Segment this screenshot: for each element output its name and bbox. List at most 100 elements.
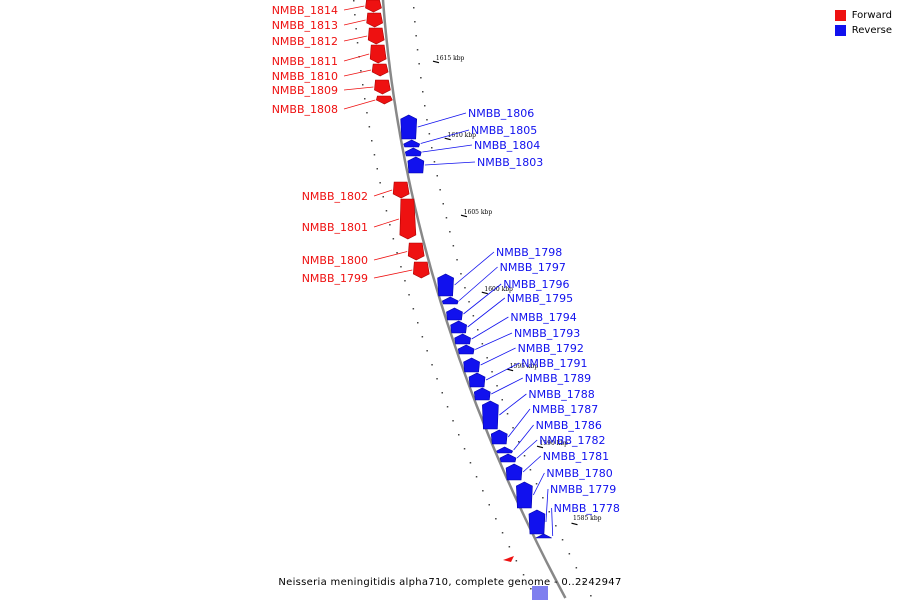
forward-gene-block bbox=[366, 12, 383, 28]
reverse-gene-label: NMBB_1796 bbox=[503, 278, 569, 291]
forward-gene-leader bbox=[373, 189, 393, 197]
reverse-gene-leader bbox=[475, 332, 513, 350]
forward-gene-block bbox=[365, 0, 382, 13]
forward-gene-label: NMBB_1814 bbox=[272, 4, 338, 17]
reverse-gene-leader bbox=[463, 283, 502, 315]
outer-track-dot bbox=[472, 315, 475, 317]
forward-gene-block bbox=[392, 181, 410, 199]
forward-gene-block bbox=[371, 63, 389, 77]
outer-track-dot bbox=[452, 245, 455, 247]
outer-track-dot bbox=[468, 301, 470, 303]
outer-track-dot bbox=[518, 441, 520, 443]
reverse-gene-block bbox=[400, 114, 418, 140]
outer-track-dot bbox=[575, 567, 578, 569]
reverse-gene-block bbox=[437, 273, 454, 297]
forward-gene-block bbox=[375, 95, 393, 105]
forward-gene-label: NMBB_1811 bbox=[272, 55, 338, 68]
reverse-gene-leader bbox=[422, 144, 473, 153]
inner-track-dot bbox=[408, 294, 410, 296]
forward-gene-leader bbox=[373, 269, 413, 279]
inner-track-dot bbox=[475, 476, 478, 478]
inner-track-dot bbox=[469, 462, 472, 464]
reverse-gene-leader bbox=[491, 377, 523, 395]
outer-track-dot bbox=[449, 231, 451, 233]
reverse-gene-label: NMBB_1798 bbox=[496, 246, 562, 259]
reverse-gene-label: NMBB_1793 bbox=[514, 327, 580, 340]
outer-track-dot bbox=[501, 399, 503, 401]
outer-track-dot bbox=[445, 217, 448, 219]
inner-track-dot bbox=[452, 420, 454, 422]
inner-track-dot bbox=[373, 154, 376, 156]
outer-track-dot bbox=[439, 189, 441, 191]
kbp-label: 1605 kbp bbox=[464, 209, 493, 216]
inner-track-dot bbox=[368, 126, 371, 128]
inner-track-dot bbox=[463, 448, 466, 450]
reverse-gene-leader bbox=[551, 507, 554, 537]
reverse-gene-block bbox=[490, 429, 508, 445]
outer-track-dot bbox=[420, 77, 422, 79]
outer-track-dot bbox=[542, 497, 544, 499]
reverse-gene-block bbox=[468, 372, 486, 388]
outer-track-dot bbox=[416, 49, 419, 51]
reverse-gene-label: NMBB_1804 bbox=[474, 139, 540, 152]
reverse-gene-leader bbox=[480, 347, 516, 366]
outer-track-dot bbox=[590, 595, 592, 597]
forward-gene-leader bbox=[343, 35, 368, 42]
outer-track-dot bbox=[535, 483, 538, 485]
reverse-gene-label: NMBB_1782 bbox=[539, 434, 605, 447]
outer-track-dot bbox=[568, 553, 571, 555]
outer-track-dot bbox=[481, 343, 484, 345]
forward-gene-label: NMBB_1808 bbox=[272, 103, 338, 116]
reverse-gene-label: NMBB_1781 bbox=[543, 450, 609, 463]
outer-track-dot bbox=[422, 91, 424, 93]
reverse-gene-leader bbox=[459, 266, 498, 301]
reverse-gene-block bbox=[454, 333, 471, 345]
reverse-gene-label: NMBB_1806 bbox=[468, 107, 534, 120]
outer-track-dot bbox=[415, 35, 417, 37]
reverse-gene-block bbox=[505, 463, 523, 481]
scale-tick bbox=[506, 368, 514, 372]
inner-track-dot bbox=[441, 392, 443, 394]
forward-gene-label: NMBB_1810 bbox=[272, 70, 338, 83]
outer-track-dot bbox=[418, 63, 420, 65]
forward-gene-label: NMBB_1800 bbox=[302, 254, 368, 267]
reverse-gene-block bbox=[516, 481, 533, 509]
reverse-gene-block bbox=[403, 139, 421, 148]
forward-gene-leader bbox=[343, 99, 376, 110]
outer-track-dot bbox=[512, 427, 514, 429]
reverse-gene-leader bbox=[471, 316, 509, 340]
legend-label-forward: Forward bbox=[851, 10, 892, 21]
legend-label-reverse: Reverse bbox=[851, 25, 892, 36]
reverse-gene-label: NMBB_1789 bbox=[525, 372, 591, 385]
scale-tick bbox=[481, 291, 488, 295]
inner-track-dot bbox=[412, 308, 415, 310]
outer-track-dot bbox=[529, 469, 532, 471]
outer-track-dot bbox=[548, 511, 550, 513]
legend-item-forward: Forward bbox=[834, 8, 892, 23]
reverse-gene-label: NMBB_1778 bbox=[554, 502, 620, 515]
reverse-gene-leader bbox=[507, 408, 531, 438]
reverse-gene-label: NMBB_1794 bbox=[510, 311, 576, 324]
forward-gene-label: NMBB_1802 bbox=[302, 190, 368, 203]
outer-track-dot bbox=[486, 357, 488, 359]
reverse-gene-block bbox=[473, 387, 491, 401]
inner-track-dot bbox=[515, 560, 518, 562]
inner-track-dot bbox=[530, 588, 532, 590]
inner-track-dot bbox=[522, 574, 525, 576]
outer-track-dot bbox=[582, 581, 585, 583]
inner-track-dot bbox=[353, 0, 355, 2]
inner-track-dot bbox=[396, 252, 398, 254]
outer-track-dot bbox=[460, 273, 462, 275]
reverse-gene-leader bbox=[467, 297, 506, 328]
forward-gene-block bbox=[412, 261, 430, 279]
reverse-gene-leader bbox=[533, 472, 545, 496]
legend-item-reverse: Reverse bbox=[834, 23, 892, 38]
forward-gene-block bbox=[399, 198, 417, 240]
forward-swatch bbox=[834, 10, 846, 21]
inner-track-dot bbox=[458, 434, 460, 436]
outer-track-dot bbox=[506, 413, 509, 415]
outer-track-dot bbox=[436, 175, 438, 177]
inner-track-dot bbox=[385, 210, 388, 212]
